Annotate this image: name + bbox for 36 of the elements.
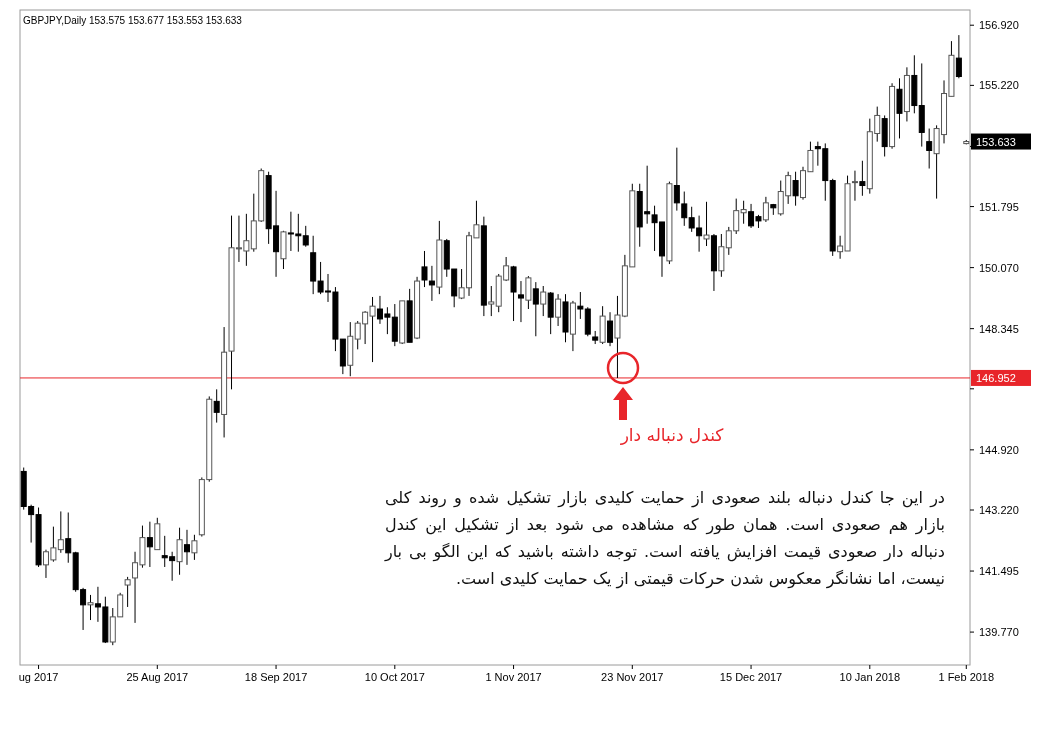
- ref-line-label: 146.952: [976, 371, 1016, 384]
- candlestick: [213, 388, 220, 424]
- x-tick-label: ug 2017: [18, 671, 59, 683]
- x-tick-label: 25 Aug 2017: [126, 671, 189, 683]
- candlestick: [792, 171, 799, 207]
- y-tick-label: 141.495: [979, 565, 1019, 578]
- annotation: کندل دنباله دار: [619, 425, 725, 445]
- x-tick-label: 1 Nov 2017: [485, 671, 542, 683]
- candlestick: [124, 576, 131, 608]
- x-tick-label: 18 Sep 2017: [244, 671, 308, 683]
- y-tick-label: 143.220: [979, 504, 1019, 517]
- text: GBPJPY,Daily 153.575 153.677 153.553 153.633: [23, 15, 243, 26]
- y-tick-label: 156.920: [979, 19, 1019, 32]
- candlestick: [183, 529, 190, 566]
- candlestick: [955, 34, 962, 79]
- y-tick-label: 144.920: [979, 443, 1019, 456]
- y-tick-label: 151.795: [979, 200, 1019, 213]
- x-tick-label: 15 Dec 2017: [719, 671, 783, 683]
- x-tick-label: 10 Oct 2017: [364, 671, 425, 683]
- y-tick-label: 150.070: [979, 261, 1019, 274]
- candlestick: [146, 521, 153, 568]
- candlestick: [302, 225, 309, 248]
- candlestick: [532, 281, 539, 337]
- candlestick: [65, 511, 72, 564]
- candlestick: [926, 128, 933, 170]
- y-tick-label: 155.220: [979, 79, 1019, 92]
- y-tick-label: 139.770: [979, 626, 1019, 639]
- candlestick: [859, 160, 866, 197]
- x-tick-label: 23 Nov 2017: [601, 671, 664, 683]
- annotation: در این جا کندل دنباله بلند صعودی از حمایت کلیدی بازار تشکیل شده و روند کلی بازار هم صعودی است. همان طور که مشاهده می شود بعد از تشکیل این کندل دنباله دار صعودی قیمت افزایش یافته است. توجه داشته باشید که این الگو بی بار نیست، اما نشانگر معکوس شدن حرکات قیمتی از یک حمایت کلیدی است.: [385, 487, 945, 591]
- y-tick-label: 148.345: [979, 322, 1019, 335]
- candlestick: [607, 311, 614, 347]
- x-tick-label: 1 Feb 2018: [938, 671, 995, 683]
- text: 153.633: [976, 135, 1016, 148]
- candlestick: [517, 280, 524, 323]
- x-tick-label: 10 Jan 2018: [839, 671, 901, 683]
